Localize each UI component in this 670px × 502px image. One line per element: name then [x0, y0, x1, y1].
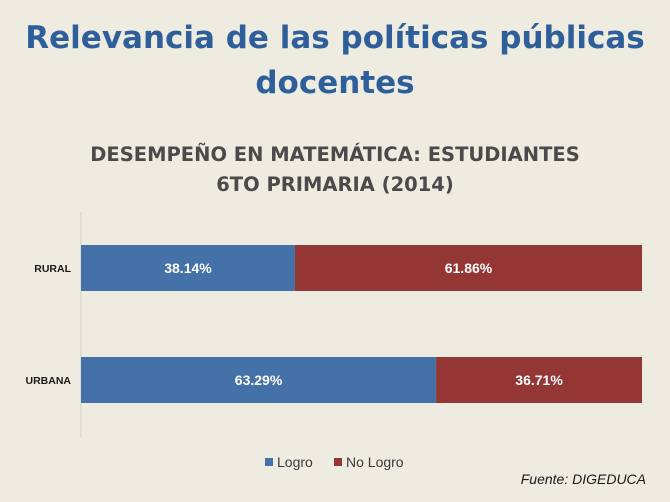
data-label-urbana-no-logro: 36.71%: [515, 372, 563, 388]
slide-title: Relevancia de las políticas públicas doc…: [0, 16, 670, 106]
legend-label-no-logro: No Logro: [346, 454, 404, 470]
bar-urbana-logro: [81, 357, 437, 403]
source-note: Fuente: DIGEDUCA: [520, 471, 646, 487]
slide-title-line-2: docentes: [255, 65, 415, 101]
category-label-rural: RURAL: [34, 263, 71, 275]
chart-title-line-1: DESEMPEÑO EN MATEMÁTICA: ESTUDIANTES: [90, 143, 580, 166]
chart-title: DESEMPEÑO EN MATEMÁTICA: ESTUDIANTES 6TO…: [0, 140, 670, 200]
data-label-rural-no-logro: 61.86%: [445, 260, 493, 276]
slide-title-line-1: Relevancia de las políticas públicas: [25, 20, 645, 56]
legend-label-logro: Logro: [277, 454, 313, 470]
bar-rural-no-logro: [294, 245, 642, 291]
data-label-urbana-logro: 63.29%: [235, 372, 283, 388]
legend-swatch-logro: [265, 458, 273, 466]
legend-swatch-no-logro: [334, 458, 342, 466]
data-label-rural-logro: 38.14%: [164, 260, 212, 276]
bar-rural-logro: [81, 245, 295, 291]
chart-title-line-2: 6TO PRIMARIA (2014): [216, 173, 454, 196]
bar-urbana-no-logro: [436, 357, 642, 403]
category-label-urbana: URBANA: [26, 375, 72, 387]
